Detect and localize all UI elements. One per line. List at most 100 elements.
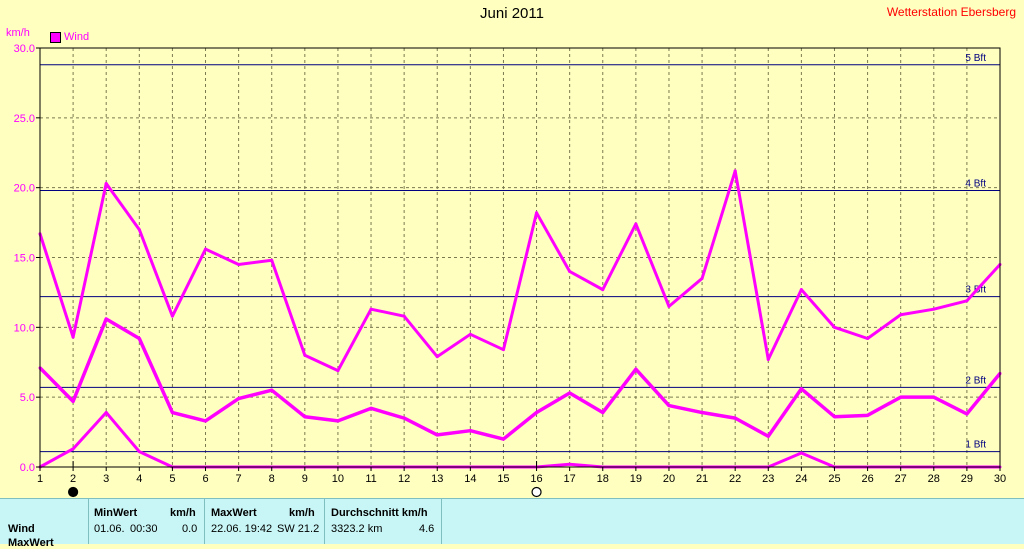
data-point	[303, 353, 307, 357]
data-point	[866, 413, 870, 417]
data-point	[899, 313, 903, 317]
x-tick-label: 28	[928, 473, 940, 485]
data-point	[568, 391, 572, 395]
x-tick-label: 21	[696, 473, 708, 485]
x-tick-label: 5	[169, 473, 175, 485]
x-tick-label: 12	[398, 473, 410, 485]
x-tick-label: 4	[136, 473, 142, 485]
x-tick-label: 10	[332, 473, 344, 485]
stats-avg-column: Durchschnitt km/h 3323.2 km 4.6	[325, 499, 442, 544]
data-point	[170, 314, 174, 318]
x-tick-label: 27	[895, 473, 907, 485]
min-header: MinWert	[94, 507, 138, 519]
x-tick-label: 13	[431, 473, 443, 485]
data-point	[667, 404, 671, 408]
data-point	[435, 355, 439, 359]
data-point	[733, 169, 737, 173]
grid-layer	[40, 48, 1000, 467]
x-tick-label: 22	[729, 473, 741, 485]
data-point	[104, 411, 108, 415]
data-point	[104, 317, 108, 321]
data-point	[104, 181, 108, 185]
station-name: Wetterstation Ebersberg	[886, 5, 1016, 19]
min-value: 0.0	[182, 523, 198, 535]
beaufort-label: 1 Bft	[965, 440, 986, 451]
min-unit: km/h	[170, 507, 196, 519]
data-point	[799, 288, 803, 292]
stats-max-column: MaxWert km/h 22.06. 19:42 SW 21.2	[205, 499, 325, 544]
data-point	[237, 397, 241, 401]
data-point	[270, 258, 274, 262]
x-tick-label: 16	[530, 473, 542, 485]
y-axis-unit: km/h	[6, 27, 30, 39]
y-tick-label: 0.0	[20, 462, 35, 474]
data-point	[137, 450, 141, 454]
avg-value: 4.6	[419, 523, 435, 535]
data-point	[71, 335, 75, 339]
data-point	[568, 269, 572, 273]
x-tick-label: 14	[464, 473, 476, 485]
y-tick-label: 15.0	[14, 253, 35, 265]
x-tick-label: 7	[236, 473, 242, 485]
legend-swatch	[50, 31, 61, 43]
filled-marker-icon	[68, 486, 79, 498]
stats-row2-label: MaxWert	[8, 537, 54, 549]
data-point	[733, 416, 737, 420]
stats-panel: Wind MaxWert MinWert km/h 01.06. 00:30 0…	[0, 498, 1024, 549]
max-datetime: 22.06. 19:42	[211, 523, 273, 535]
series-line	[39, 411, 1000, 469]
data-point	[204, 419, 208, 423]
data-point	[700, 276, 704, 280]
data-point	[965, 412, 969, 416]
x-tick-label: 26	[861, 473, 873, 485]
data-point	[270, 388, 274, 392]
x-tick-label: 24	[795, 473, 807, 485]
data-point	[799, 451, 803, 455]
data-point	[634, 367, 638, 371]
data-point	[71, 399, 75, 403]
y-tick-label: 30.0	[14, 43, 35, 55]
data-point	[237, 262, 241, 266]
data-point	[932, 307, 936, 311]
data-point	[601, 411, 605, 415]
max-value: SW 21.2	[277, 523, 320, 535]
data-point	[634, 222, 638, 226]
data-point	[568, 462, 572, 466]
x-tick-label: 11	[365, 473, 376, 485]
avg-header: Durchschnitt km/h	[331, 507, 428, 519]
data-point	[501, 437, 505, 441]
data-point	[899, 395, 903, 399]
data-point	[435, 433, 439, 437]
max-header: MaxWert	[211, 507, 257, 519]
x-tick-label: 29	[961, 473, 973, 485]
x-tick-label: 1	[37, 473, 43, 485]
beaufort-label: 2 Bft	[965, 375, 986, 386]
data-point	[71, 447, 75, 451]
data-point	[336, 419, 340, 423]
data-point	[700, 411, 704, 415]
data-point	[402, 416, 406, 420]
data-point	[137, 337, 141, 341]
data-point	[832, 415, 836, 419]
data-point	[170, 411, 174, 415]
x-tick-label: 3	[103, 473, 109, 485]
data-point	[468, 332, 472, 336]
legend: Wind	[50, 31, 89, 43]
data-point	[667, 304, 671, 308]
x-tick-label: 23	[762, 473, 774, 485]
y-tick-label: 20.0	[14, 183, 35, 195]
data-point	[535, 211, 539, 215]
beaufort-label: 4 Bft	[965, 178, 986, 189]
data-point	[501, 348, 505, 352]
chart-title: Juni 2011	[480, 5, 544, 22]
x-tick-label: 25	[828, 473, 840, 485]
x-tick-label: 19	[630, 473, 642, 485]
x-tick-label: 30	[994, 473, 1006, 485]
legend-label: Wind	[64, 31, 90, 43]
data-point	[303, 415, 307, 419]
data-point	[766, 434, 770, 438]
axis-layer: 1 2 3 4 5 6 7 8 9 10 11 12 13 14 15 16 17 18 19 20 21 22 23 24 2…	[14, 43, 1006, 498]
data-point	[369, 406, 373, 410]
